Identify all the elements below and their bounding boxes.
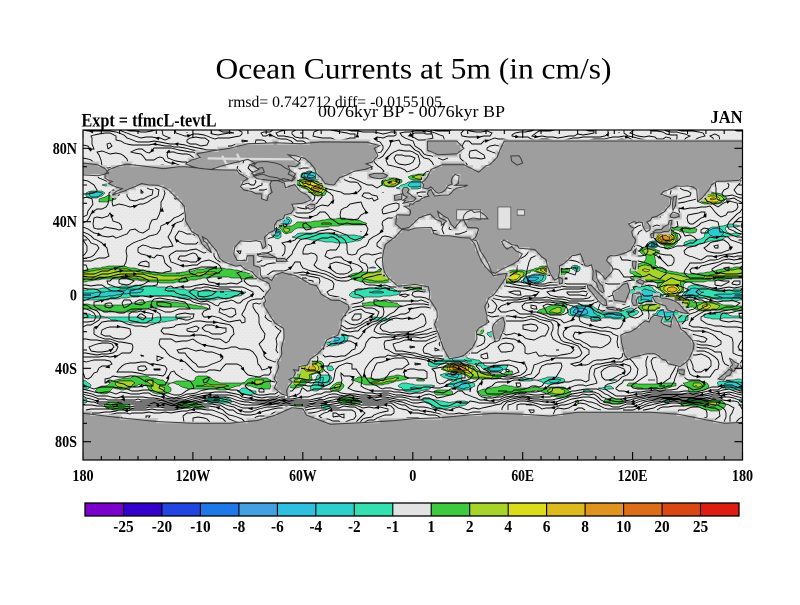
svg-text:2: 2: [466, 517, 474, 536]
svg-text:20: 20: [654, 517, 669, 536]
svg-text:1: 1: [427, 517, 435, 536]
svg-text:180: 180: [72, 466, 93, 485]
svg-text:6: 6: [543, 517, 551, 536]
svg-text:-2: -2: [348, 517, 361, 536]
svg-text:60E: 60E: [511, 466, 534, 485]
svg-text:Expt = tfmcL-tevtL: Expt = tfmcL-tevtL: [82, 111, 217, 132]
svg-text:0: 0: [70, 286, 77, 305]
svg-text:-10: -10: [190, 517, 210, 536]
svg-text:-8: -8: [233, 517, 246, 536]
svg-text:JAN: JAN: [711, 107, 743, 127]
svg-text:-4: -4: [309, 517, 322, 536]
svg-text:180: 180: [732, 466, 753, 485]
svg-text:40S: 40S: [55, 359, 77, 378]
svg-text:0: 0: [409, 466, 416, 485]
svg-text:120E: 120E: [618, 466, 648, 485]
svg-text:Ocean Currents at 5m (in cm/s): Ocean Currents at 5m (in cm/s): [216, 54, 612, 86]
svg-text:80S: 80S: [55, 432, 77, 451]
svg-text:-6: -6: [271, 517, 284, 536]
svg-text:-25: -25: [113, 517, 133, 536]
svg-text:80N: 80N: [53, 139, 78, 158]
svg-text:-1: -1: [386, 517, 399, 536]
svg-text:4: 4: [504, 517, 512, 536]
svg-text:40N: 40N: [53, 212, 78, 231]
svg-text:0076kyr BP - 0076kyr BP: 0076kyr BP - 0076kyr BP: [318, 102, 505, 121]
svg-text:60W: 60W: [289, 466, 316, 485]
svg-text:-20: -20: [152, 517, 172, 536]
svg-text:25: 25: [693, 517, 708, 536]
svg-text:120W: 120W: [176, 466, 211, 485]
svg-text:rmsd= 0.742712 diff= -0.015510: rmsd= 0.742712 diff= -0.0155105: [228, 94, 442, 111]
svg-text:10: 10: [616, 517, 631, 536]
svg-text:8: 8: [581, 517, 589, 536]
